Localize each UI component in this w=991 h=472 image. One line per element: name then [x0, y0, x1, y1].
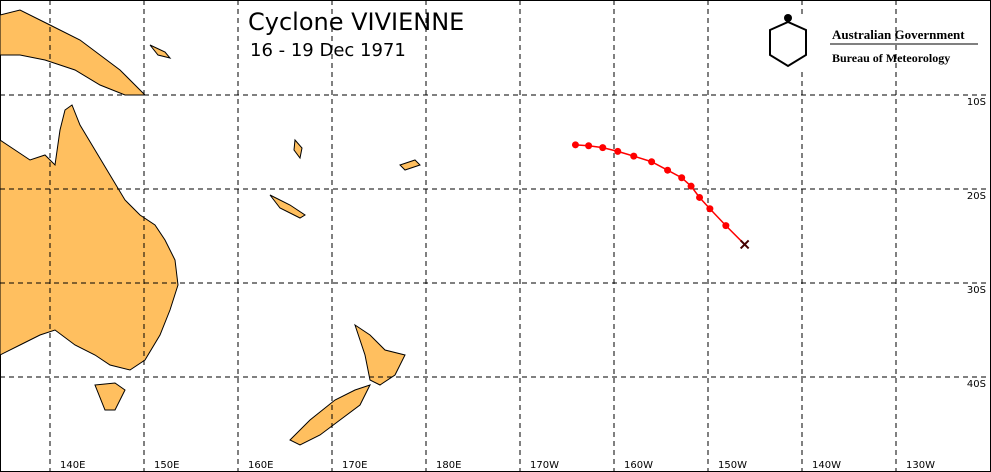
- lon-label: 150W: [718, 460, 747, 471]
- track-point: [648, 158, 656, 166]
- lon-label: 140E: [60, 460, 85, 471]
- track: [571, 141, 750, 250]
- nz-north: [354, 323, 406, 386]
- fiji: [399, 159, 421, 171]
- track-point: [664, 166, 672, 174]
- lat-label: 20S: [967, 191, 986, 202]
- tasmania: [94, 382, 126, 411]
- logo: Australian Government Bureau of Meteorol…: [756, 14, 978, 70]
- australia: [0, 104, 179, 371]
- track-point: [585, 142, 593, 150]
- track-point: [722, 222, 730, 230]
- vanuatu: [293, 138, 303, 160]
- track-end: [739, 239, 750, 250]
- track-point: [706, 205, 714, 213]
- track-point: [696, 193, 704, 201]
- lat-label: 30S: [967, 285, 986, 296]
- lon-label: 170W: [530, 460, 559, 471]
- lon-label: 160W: [624, 460, 653, 471]
- lon-label: 160E: [248, 460, 273, 471]
- track-point: [614, 147, 622, 155]
- logo-line1: Australian Government: [832, 27, 965, 42]
- track-point: [678, 174, 686, 182]
- land: [0, 9, 421, 446]
- logo-star: [784, 14, 792, 22]
- lat-label: 10S: [967, 97, 986, 108]
- lon-label: 180E: [436, 460, 461, 471]
- track-point: [630, 152, 638, 160]
- track-point: [687, 182, 695, 190]
- lon-label: 140W: [812, 460, 841, 471]
- lon-label: 130W: [906, 460, 935, 471]
- map-subtitle: 16 - 19 Dec 1971: [250, 40, 406, 61]
- lon-label: 170E: [342, 460, 367, 471]
- lat-label: 40S: [967, 379, 986, 390]
- map-title: Cyclone VIVIENNE: [248, 8, 464, 36]
- solomons: [149, 44, 172, 59]
- logo-line2: Bureau of Meteorology: [832, 51, 950, 65]
- track-point: [599, 144, 607, 152]
- new-caledonia: [269, 194, 306, 219]
- track-point: [571, 141, 579, 149]
- nz-south: [289, 384, 371, 446]
- lon-label: 150E: [154, 460, 179, 471]
- logo-bg: [756, 14, 820, 70]
